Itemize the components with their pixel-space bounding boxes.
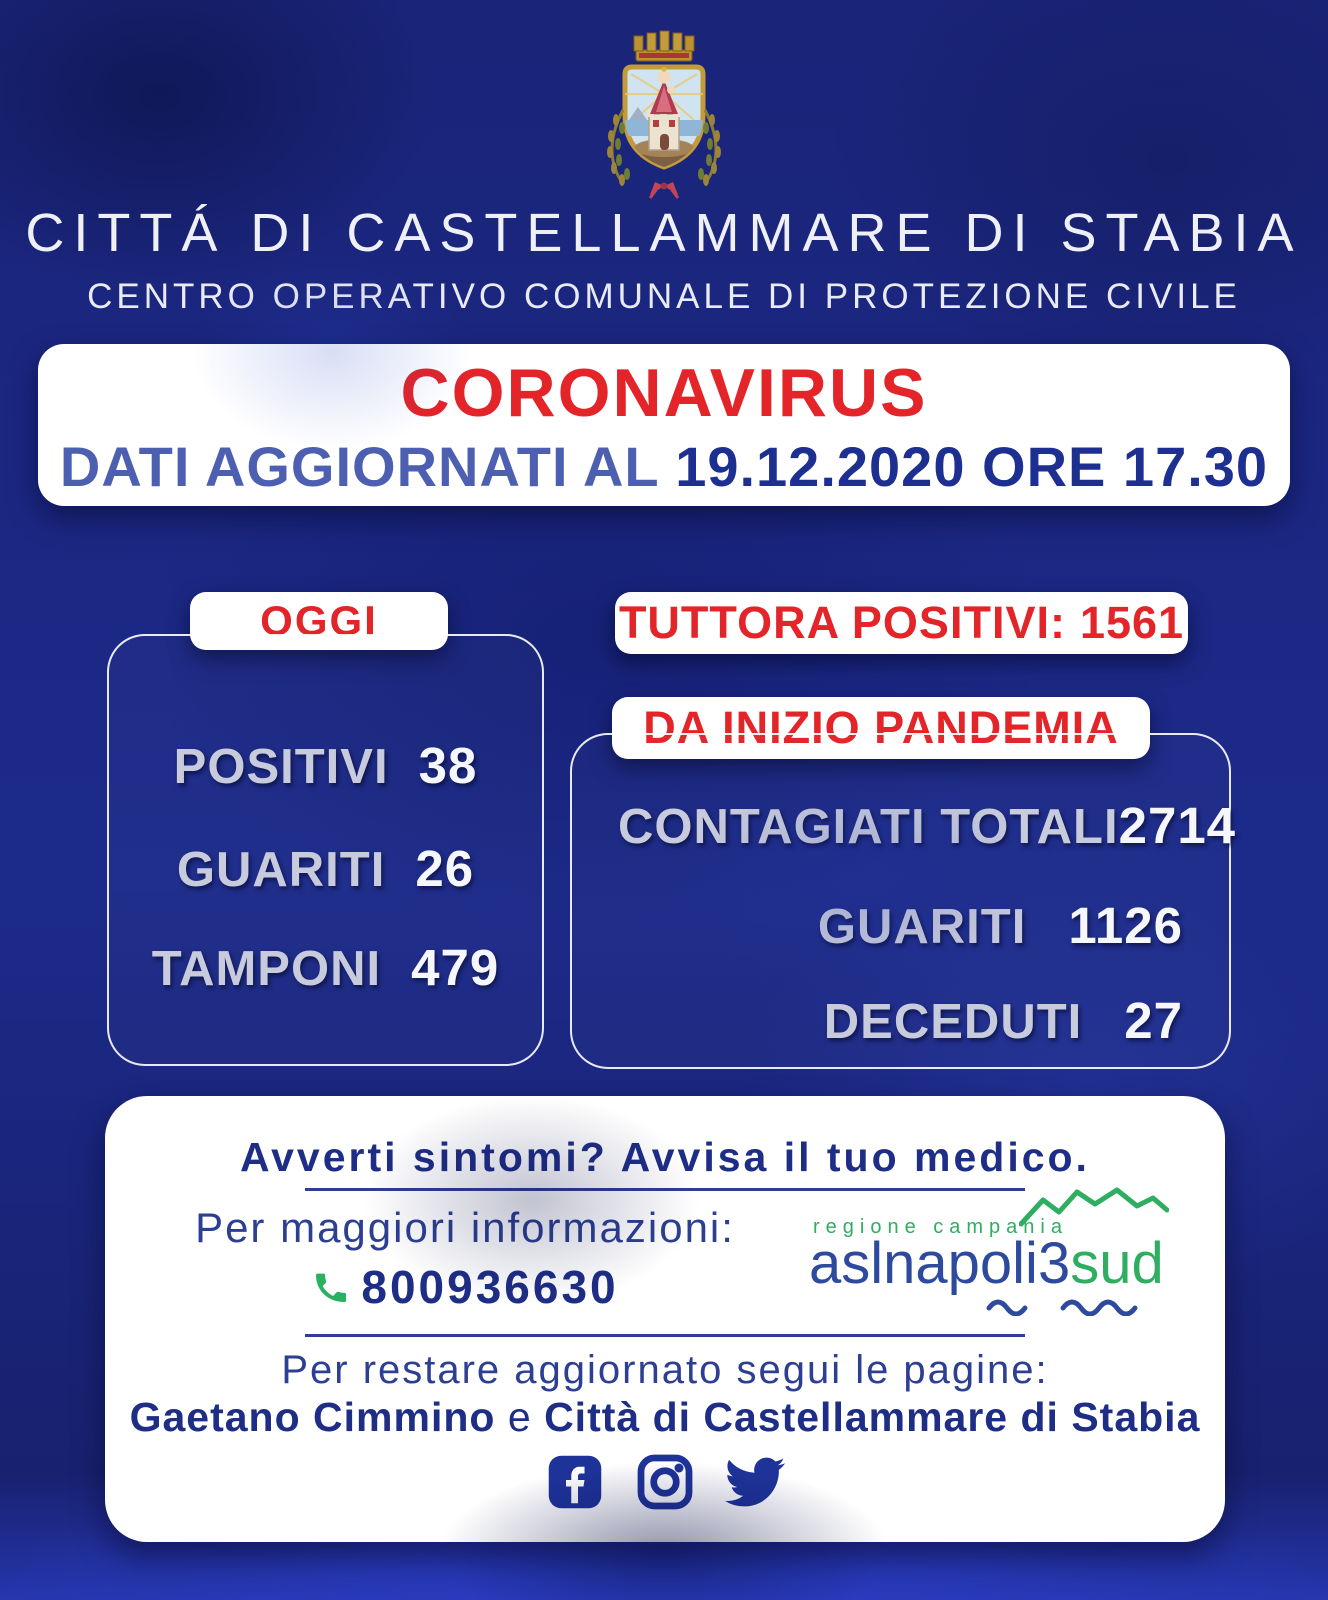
conjunction: e: [507, 1394, 532, 1440]
still-positive-value: 1561: [1079, 597, 1185, 648]
follow-line: Per restare aggiornato segui le pagine:: [281, 1348, 1049, 1392]
mountain-outline-icon: [1019, 1187, 1169, 1227]
page-subtitle: CENTRO OPERATIVO COMUNALE DI PROTEZIONE …: [87, 277, 1241, 316]
stat-value: 38: [418, 737, 478, 794]
stat-value: 26: [415, 840, 475, 897]
asl-region-line: regione campania: [813, 1216, 1068, 1238]
facebook-icon[interactable]: [545, 1452, 605, 1512]
stat-label: CONTAGIATI TOTALI: [618, 800, 1119, 854]
today-pill: OGGI: [190, 592, 448, 650]
contact-block: Per maggiori informazioni: 800936630: [135, 1204, 795, 1314]
symptoms-line: Avverti sintomi? Avvisa il tuo medico.: [240, 1134, 1090, 1180]
page-citta-castellammare[interactable]: Città di Castellammare di Stabia: [544, 1394, 1201, 1440]
banner-updated-line: DATI AGGIORNATI AL 19.12.2020 ORE 17.30: [38, 434, 1290, 499]
divider: [305, 1188, 1025, 1191]
social-icons-row: [105, 1452, 1225, 1512]
update-banner: CORONAVIRUS DATI AGGIORNATI AL 19.12.202…: [38, 344, 1290, 506]
stat-value: 27: [1124, 992, 1183, 1049]
asl-name: aslnapoli3sud: [809, 1231, 1164, 1296]
ribbon-icon: [648, 182, 680, 199]
updated-datetime: 19.12.2020 ORE 17.30: [675, 435, 1269, 498]
pandemic-pill: DA INIZIO PANDEMIA: [612, 697, 1150, 759]
info-panel: Avverti sintomi? Avvisa il tuo medico. P…: [105, 1096, 1225, 1542]
twitter-icon[interactable]: [725, 1452, 785, 1512]
phone-icon: [316, 1273, 347, 1302]
pages-line: Gaetano Cimmino e Città di Castellammare…: [105, 1394, 1225, 1441]
divider: [305, 1334, 1025, 1337]
stat-row-guariti: GUARITI 26: [109, 839, 542, 898]
pandemic-panel: CONTAGIATI TOTALI 2714 GUARITI 1126 DECE…: [570, 733, 1235, 1069]
stat-row-deceduti: DECEDUTI 27: [572, 991, 1229, 1050]
stat-row-contagiati: CONTAGIATI TOTALI 2714: [572, 796, 1235, 855]
stat-value: 2714: [1118, 797, 1237, 854]
phone-number[interactable]: 800936630: [361, 1261, 619, 1313]
asl-napoli3sud-logo: regione campania aslnapoli3sud: [773, 1187, 1183, 1320]
still-positive-label: TUTTORA POSITIVI:: [618, 597, 1066, 648]
instagram-icon[interactable]: [635, 1452, 695, 1512]
stat-value: 1126: [1068, 897, 1183, 954]
updated-prefix: DATI AGGIORNATI AL: [59, 435, 659, 498]
stat-label: DECEDUTI: [823, 995, 1083, 1049]
stat-label: POSITIVI: [173, 740, 389, 794]
page-gaetano-cimmino[interactable]: Gaetano Cimmino: [129, 1394, 496, 1440]
today-panel: POSITIVI 38 GUARITI 26 TAMPONI 479: [107, 634, 544, 1066]
stat-row-tamponi: TAMPONI 479: [109, 938, 542, 997]
banner-title: CORONAVIRUS: [400, 355, 928, 431]
still-positive-pill: TUTTORA POSITIVI: 1561: [615, 592, 1188, 654]
stat-row-positivi: POSITIVI 38: [109, 736, 542, 795]
phone-row: 800936630: [135, 1260, 795, 1314]
stat-row-guariti-totali: GUARITI 1126: [572, 896, 1229, 955]
laurel-leaves: [607, 114, 721, 186]
stat-label: GUARITI: [817, 900, 1027, 954]
stat-label: GUARITI: [176, 843, 386, 897]
crown-icon: [633, 30, 695, 62]
stat-label: TAMPONI: [151, 942, 382, 996]
sea-waves-icon: [986, 1299, 1138, 1316]
info-label: Per maggiori informazioni:: [195, 1204, 735, 1251]
city-coat-of-arms-icon: [607, 30, 721, 199]
page-title: CITTÁ DI CASTELLAMMARE DI STABIA: [25, 203, 1303, 263]
stat-value: 479: [411, 939, 500, 996]
